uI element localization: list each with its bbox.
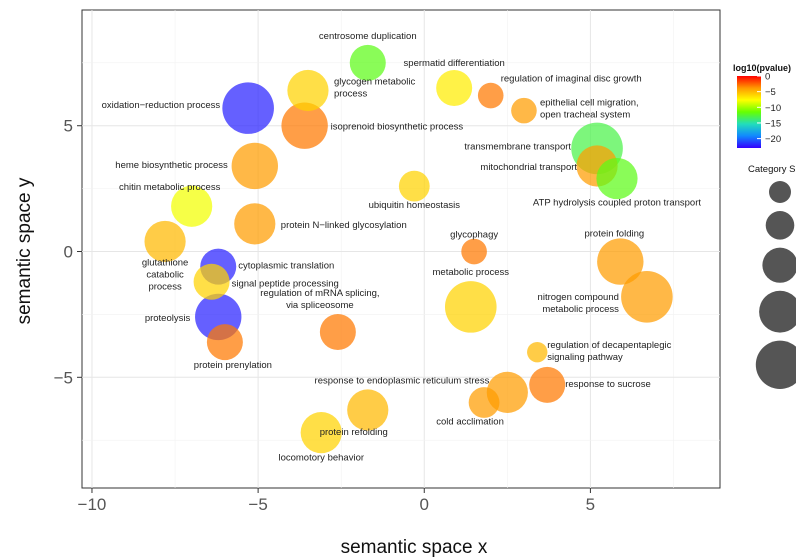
bubble — [234, 203, 276, 245]
bubble — [347, 389, 389, 431]
bubble — [444, 281, 497, 333]
bubble — [281, 102, 328, 149]
size-legend-circle — [755, 340, 796, 389]
size-legend-circle — [769, 181, 791, 203]
axis-ticks: −10 −5 0 5 −5 0 5 — [54, 117, 596, 514]
point-label: regulation of imaginal disc growth — [501, 74, 642, 85]
point-label: response to sucrose — [565, 379, 651, 390]
color-legend-tick-label: −10 — [765, 103, 781, 114]
bubble — [222, 82, 274, 134]
size-legend-circle — [765, 211, 795, 240]
point-label: epithelial cell migration, open tracheal … — [540, 98, 639, 121]
point-labels: centrosome duplication spermatid differen… — [102, 31, 702, 464]
point-label: protein refolding — [320, 427, 388, 438]
bubble — [231, 142, 278, 190]
bubble — [511, 97, 537, 124]
y-tick-label: −5 — [54, 368, 73, 387]
point-label: centrosome duplication — [319, 31, 417, 42]
size-legend-title: Category S — [748, 164, 796, 175]
point-label: metabolic process — [433, 267, 510, 278]
point-label: heme biosynthetic process — [115, 160, 228, 171]
point-label: mitochondrial transport — [480, 162, 577, 173]
point-label: oxidation−reduction process — [102, 100, 221, 111]
point-label: cytoplasmic translation — [238, 261, 334, 272]
bubble — [621, 271, 673, 323]
x-tick-label: 5 — [586, 495, 595, 514]
x-tick-label: 0 — [420, 495, 429, 514]
bubble — [287, 69, 329, 112]
point-label: spermatid differentiation — [404, 58, 505, 69]
bubble — [349, 44, 386, 81]
point-label: cold acclimation — [436, 416, 504, 427]
point-label: glycogen metabolic process — [334, 77, 416, 100]
point-label: response to endoplasmic reticulum stress — [315, 375, 490, 386]
bubble — [468, 387, 500, 418]
bubble — [300, 412, 342, 454]
point-label: locomotory behavior — [278, 453, 364, 464]
bubble — [596, 157, 638, 200]
color-legend-bar — [737, 76, 761, 148]
point-label: regulation of decapentaplegic signaling p… — [547, 340, 671, 363]
legend: log10(pvalue) Category S 0 −5 −10 −15 −20 — [733, 63, 796, 389]
color-legend-tick-label: 0 — [765, 72, 770, 83]
point-label: chitin metabolic process — [119, 182, 221, 193]
color-legend-tick-label: −5 — [765, 87, 776, 98]
y-tick-label: 0 — [64, 243, 73, 262]
y-axis-title: semantic space y — [14, 177, 35, 324]
point-label: nitrogen compound metabolic process — [538, 292, 620, 315]
point-label: protein folding — [584, 229, 644, 240]
point-label: isoprenoid biosynthetic process — [331, 122, 464, 133]
point-label: transmembrane transport — [464, 141, 571, 152]
point-label: protein N−linked glycosylation — [281, 220, 407, 231]
x-tick-label: −5 — [248, 495, 267, 514]
bubble — [477, 82, 504, 109]
bubble — [597, 238, 644, 285]
bubble — [398, 170, 430, 202]
bubble — [529, 366, 566, 403]
y-tick-label: 5 — [64, 117, 73, 136]
bubble — [144, 220, 186, 263]
point-label: proteolysis — [145, 313, 191, 324]
bubble — [171, 185, 213, 227]
bubbles — [144, 44, 673, 454]
bubble — [206, 324, 243, 361]
point-label: protein prenylation — [194, 360, 272, 371]
bubble — [527, 341, 548, 363]
color-legend-title: log10(pvalue) — [733, 63, 791, 73]
size-legend-circle — [762, 247, 796, 283]
point-label: glycophagy — [450, 230, 498, 241]
point-label: signal peptide processing — [232, 279, 339, 290]
bubble — [193, 263, 230, 300]
color-legend-tick-label: −15 — [765, 118, 781, 129]
x-tick-label: −10 — [78, 495, 107, 514]
color-legend-tick-label: −20 — [765, 134, 781, 145]
x-axis-title: semantic space x — [341, 537, 488, 558]
point-label: glutathione catabolic process — [142, 257, 188, 292]
size-legend-circle — [759, 290, 796, 333]
point-label: ATP hydrolysis coupled proton transport — [533, 198, 701, 209]
bubble — [461, 238, 487, 265]
point-label: ubiquitin homeostasis — [369, 200, 461, 211]
bubble — [319, 314, 356, 351]
point-label: regulation of mRNA splicing, via spliceos… — [260, 288, 379, 311]
bubble — [436, 69, 473, 106]
